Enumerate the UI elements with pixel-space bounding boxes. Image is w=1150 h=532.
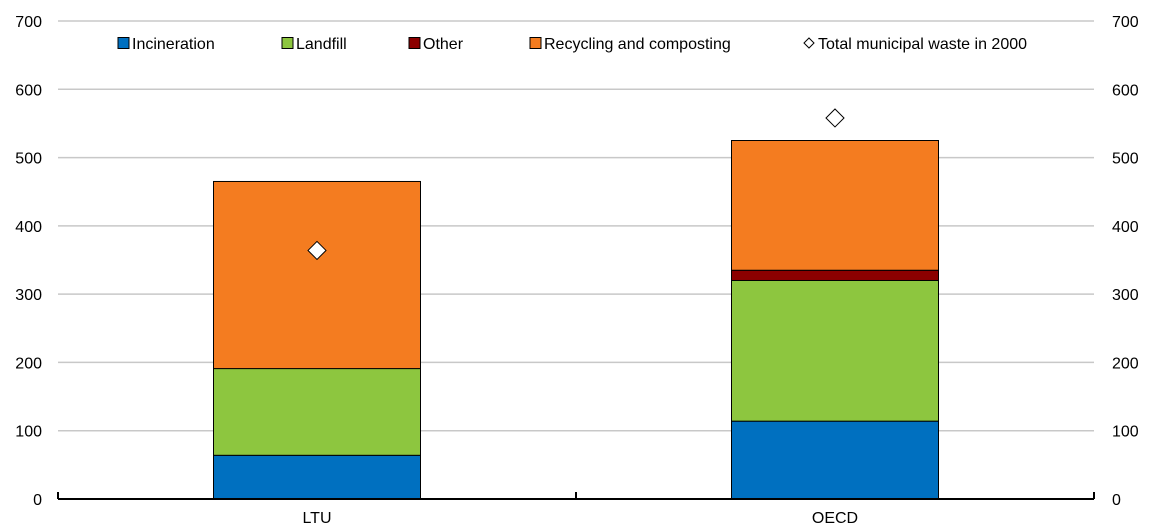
legend-label-recycling-and-composting: Recycling and composting [544, 36, 731, 53]
legend-label-landfill: Landfill [296, 36, 347, 53]
right-tick-label-0: 0 [1112, 492, 1121, 509]
bar-segment-oecd-landfill [731, 279, 939, 422]
bar-stacks [213, 140, 939, 500]
right-tick-label-700: 700 [1112, 14, 1139, 31]
bar-segment-oecd-incineration [731, 420, 939, 500]
marker-total-2000-oecd [825, 108, 845, 128]
legend: Incineration Landfill Other Recycling and c… [117, 36, 1027, 53]
x-tick-label-oecd: OECD [812, 510, 858, 527]
left-tick-label-0: 0 [33, 492, 42, 509]
bar-segment-oecd-recycling-and-composting [731, 140, 939, 271]
bar-segment-ltu-incineration [213, 454, 421, 500]
right-tick-label-500: 500 [1112, 151, 1139, 168]
legend-label-other: Other [423, 36, 464, 53]
legend-swatch-landfill [281, 37, 294, 49]
left-tick-label-700: 700 [15, 14, 42, 31]
legend-swatch-incineration [117, 37, 130, 49]
right-tick-label-300: 300 [1112, 287, 1139, 304]
left-tick-label-200: 200 [15, 355, 42, 372]
left-tick-label-100: 100 [15, 424, 42, 441]
left-tick-label-400: 400 [15, 219, 42, 236]
legend-marker-total-2000 [803, 37, 815, 49]
left-tick-label-500: 500 [15, 151, 42, 168]
legend-swatch-recycling-and-composting [529, 37, 542, 49]
left-tick-label-300: 300 [15, 287, 42, 304]
legend-label-incineration: Incineration [132, 36, 215, 53]
bar-segment-ltu-landfill [213, 368, 421, 456]
bar-segment-ltu-recycling-and-composting [213, 180, 421, 370]
legend-label-total-2000: Total municipal waste in 2000 [818, 36, 1027, 53]
total-2000-markers [307, 108, 845, 261]
legend-swatch-other [408, 37, 421, 49]
right-tick-label-600: 600 [1112, 82, 1139, 99]
right-tick-label-400: 400 [1112, 219, 1139, 236]
right-tick-label-200: 200 [1112, 355, 1139, 372]
left-tick-label-600: 600 [15, 82, 42, 99]
marker-total-2000-ltu [307, 240, 327, 261]
bar-segment-oecd-other [731, 269, 939, 281]
right-tick-label-100: 100 [1112, 424, 1139, 441]
axes: 0 0 100 100 200 200 300 300 400 400 500 500 600 600 70… [15, 14, 1139, 527]
x-tick-label-ltu: LTU [302, 510, 331, 527]
